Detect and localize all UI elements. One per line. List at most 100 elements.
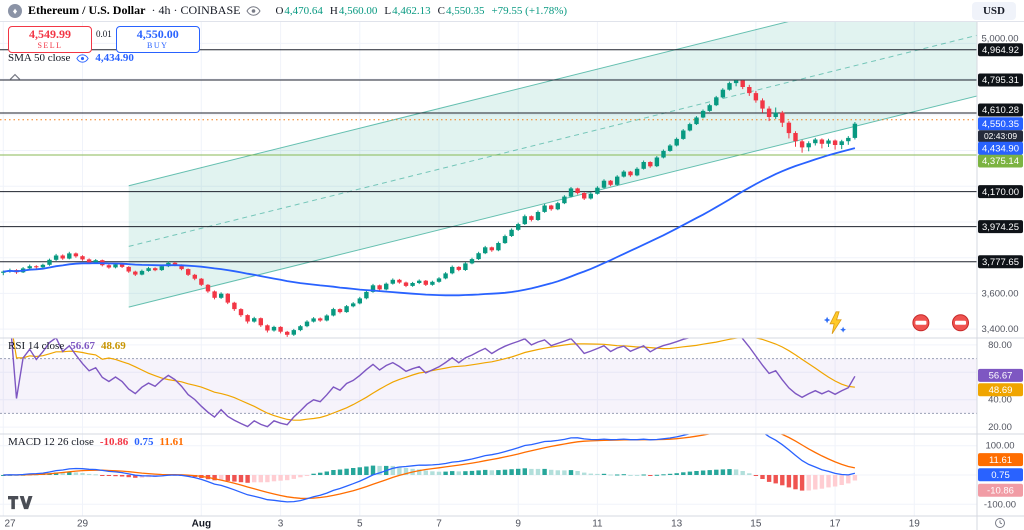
rsi-legend-title: RSI 14 close	[8, 340, 65, 352]
collapse-legend-button[interactable]	[6, 70, 24, 84]
symbol-meta[interactable]: · 4h · COINBASE	[151, 3, 240, 18]
candles-series	[1, 80, 858, 337]
svg-text:0.75: 0.75	[991, 470, 1010, 481]
ethereum-logo-icon: ♦	[8, 3, 22, 18]
sma-50-line	[3, 147, 856, 297]
eye-icon[interactable]	[76, 53, 89, 63]
price-level-badge[interactable]: 4,964.92	[978, 43, 1023, 57]
svg-text:-10.86: -10.86	[987, 485, 1014, 496]
time-axis-label: 29	[77, 519, 89, 530]
svg-text:4,434.90: 4,434.90	[982, 144, 1019, 155]
rsi-value-badge[interactable]: 56.67	[978, 368, 1023, 382]
sell-label: SELL	[37, 41, 63, 50]
tradingview-logo[interactable]	[8, 496, 36, 515]
macd-value-badge[interactable]: 0.75	[978, 468, 1023, 482]
countdown-badge: 02:43:09	[978, 130, 1023, 143]
clock-icon[interactable]	[995, 518, 1005, 528]
rsi-axis-label: 80.00	[988, 340, 1012, 351]
svg-text:56.67: 56.67	[989, 371, 1013, 382]
macd-pane	[1, 434, 858, 503]
price-level-badge[interactable]: 4,795.31	[978, 73, 1023, 87]
svg-text:4,170.00: 4,170.00	[982, 187, 1019, 198]
sma-legend[interactable]: SMA 50 close 4,434.90	[8, 52, 134, 64]
time-axis-label: 17	[830, 519, 842, 530]
price-level-badge[interactable]: 4,610.28	[978, 103, 1023, 117]
macd-line-value: 0.75	[134, 436, 154, 448]
red-circle-sticker-icon[interactable]	[952, 314, 969, 332]
svg-text:4,964.92: 4,964.92	[982, 45, 1019, 56]
time-axis-label: 27	[4, 519, 16, 530]
macd-value-badge[interactable]: 11.61	[978, 453, 1023, 467]
rsi-legend[interactable]: RSI 14 close 56.67 48.69	[8, 340, 126, 352]
horizontal-levels[interactable]	[0, 49, 977, 263]
chevron-up-icon	[9, 73, 21, 80]
svg-text:4,375.14: 4,375.14	[982, 156, 1019, 167]
separator: ·	[151, 3, 156, 17]
price-level-badge[interactable]: 3,777.65	[978, 255, 1023, 269]
exchange-label[interactable]: COINBASE	[180, 3, 241, 17]
macd-signal-value: 11.61	[159, 436, 184, 448]
time-axis[interactable]	[0, 516, 1024, 530]
time-axis-label: 15	[750, 519, 762, 530]
last-price-badge[interactable]: 4,550.35	[978, 117, 1023, 131]
price-axis-label: 3,600.00	[982, 288, 1019, 299]
chart-header: ♦ Ethereum / U.S. Dollar · 4h · COINBASE…	[0, 0, 1024, 22]
sell-button[interactable]: 4,549.99 SELL	[8, 26, 92, 53]
sma-legend-title: SMA 50 close	[8, 52, 71, 64]
time-axis-label: 11	[592, 519, 603, 530]
separator: ·	[173, 3, 178, 17]
time-axis-label: Aug	[192, 519, 211, 530]
buy-price: 4,550.00	[136, 27, 179, 41]
interval-label[interactable]: 4h	[158, 3, 171, 17]
macd-legend-title: MACD 12 26 close	[8, 436, 94, 448]
time-axis-label: 19	[909, 519, 921, 530]
spread-value: 0.01	[92, 27, 116, 39]
macd-hist-value: -10.86	[99, 436, 129, 448]
change-value: +79.55 (+1.78%)	[491, 4, 568, 17]
buy-label: BUY	[147, 41, 169, 50]
channel-level-badge[interactable]: 4,375.14	[978, 154, 1023, 168]
rsi-axis-label: 40.00	[988, 395, 1012, 406]
rsi-axis-label: 20.00	[988, 422, 1012, 433]
svg-text:3,777.65: 3,777.65	[982, 257, 1019, 268]
svg-text:4,795.31: 4,795.31	[982, 75, 1019, 86]
currency-toggle-button[interactable]: USD	[971, 1, 1016, 20]
lightning-sticker-icon[interactable]	[823, 311, 846, 335]
macd-legend[interactable]: MACD 12 26 close -10.86 0.75 11.61	[8, 436, 184, 448]
time-axis-label: 13	[671, 519, 683, 530]
svg-text:11.61: 11.61	[989, 455, 1012, 466]
svg-text:4,550.35: 4,550.35	[982, 119, 1019, 130]
buy-button[interactable]: 4,550.00 BUY	[115, 26, 200, 53]
macd-value-badge[interactable]: -10.86	[978, 483, 1023, 497]
ohlc-readout: O4,470.64 H4,560.00 L4,462.13 C4,550.35 …	[275, 4, 568, 17]
symbol-title[interactable]: Ethereum / U.S. Dollar	[28, 3, 146, 17]
sell-price: 4,549.99	[29, 27, 71, 41]
price-level-badge[interactable]: 4,170.00	[978, 185, 1023, 199]
price-axis-label: 5,000.00	[982, 33, 1019, 44]
sma-value-badge[interactable]: 4,434.90	[978, 141, 1023, 155]
eye-icon[interactable]	[246, 5, 262, 16]
svg-text:02:43:09: 02:43:09	[984, 131, 1017, 141]
rsi-value-badge[interactable]: 48.69	[978, 383, 1023, 397]
high-value: 4,560.00	[338, 4, 378, 17]
ascending-channel[interactable]	[128, 0, 981, 308]
time-axis-label: 9	[515, 519, 521, 530]
rsi-value: 56.67	[70, 340, 95, 352]
macd-axis-label: 100.00	[985, 441, 1014, 452]
price-axis-label: 3,400.00	[982, 324, 1019, 335]
time-axis-label: 3	[278, 519, 284, 530]
rsi-pane	[0, 338, 977, 428]
rsi-ma-value: 48.69	[100, 340, 126, 352]
svg-text:3,974.25: 3,974.25	[982, 222, 1019, 233]
svg-text:4,610.28: 4,610.28	[982, 105, 1019, 116]
svg-text:48.69: 48.69	[989, 385, 1013, 396]
time-axis-label: 5	[357, 519, 363, 530]
price-level-badge[interactable]: 3,974.25	[978, 220, 1023, 234]
red-circle-sticker-icon[interactable]	[912, 314, 930, 332]
time-axis-label: 7	[436, 519, 442, 530]
low-value: 4,462.13	[392, 4, 431, 17]
open-value: 4,470.64	[284, 4, 323, 17]
sma-legend-value: 4,434.90	[95, 52, 134, 64]
close-value: 4,550.35	[445, 4, 485, 17]
